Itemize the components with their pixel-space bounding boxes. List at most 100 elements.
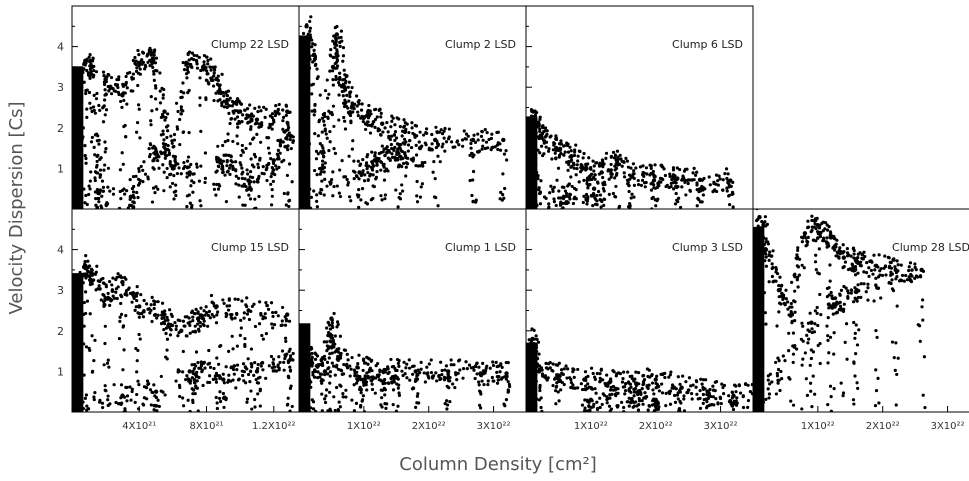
data-point	[247, 317, 252, 322]
data-points	[72, 254, 295, 412]
data-point	[551, 187, 555, 191]
data-point	[383, 377, 387, 382]
data-point	[327, 390, 332, 394]
data-point	[206, 62, 210, 66]
data-point	[482, 382, 486, 387]
data-point	[170, 314, 174, 318]
data-point	[419, 367, 423, 371]
data-point	[550, 368, 554, 372]
data-point	[640, 387, 644, 391]
data-point	[766, 378, 770, 382]
data-point	[391, 388, 396, 392]
data-point	[250, 365, 254, 369]
data-point	[184, 63, 188, 67]
data-point	[458, 368, 462, 372]
data-point	[477, 380, 481, 384]
data-point	[150, 200, 155, 204]
data-point	[134, 294, 139, 298]
data-point	[407, 130, 411, 135]
data-point	[288, 386, 293, 390]
data-point	[335, 43, 339, 47]
data-point	[690, 391, 694, 396]
data-point	[163, 118, 167, 122]
data-point	[85, 408, 89, 412]
data-point	[165, 315, 169, 320]
data-point	[826, 316, 830, 320]
data-point	[265, 303, 269, 308]
data-point	[646, 386, 650, 391]
data-point	[325, 78, 329, 82]
data-point	[505, 158, 509, 162]
data-point	[856, 386, 860, 390]
data-point	[310, 45, 314, 49]
data-point	[188, 201, 192, 205]
data-point	[464, 360, 468, 364]
data-point	[867, 274, 871, 278]
data-point	[312, 375, 317, 379]
data-point	[98, 168, 103, 172]
data-point	[362, 383, 366, 387]
data-point	[213, 68, 217, 72]
data-point	[260, 121, 264, 125]
data-point	[763, 248, 767, 252]
data-point	[280, 349, 285, 353]
data-point	[559, 196, 563, 200]
data-point	[800, 363, 804, 367]
data-point	[460, 138, 465, 142]
data-point	[383, 193, 387, 197]
data-point	[846, 291, 851, 295]
data-point	[143, 172, 148, 176]
data-point	[233, 297, 237, 301]
data-point	[276, 154, 280, 158]
data-point	[343, 175, 348, 179]
data-point	[615, 163, 620, 167]
data-point	[353, 374, 357, 378]
data-point	[806, 341, 810, 345]
data-point	[852, 402, 856, 406]
data-point	[169, 164, 173, 168]
data-point	[218, 375, 222, 380]
y-tick-label: 4	[57, 244, 64, 257]
data-point	[549, 184, 553, 188]
data-point	[198, 76, 202, 80]
x-tick-label: 3X10²²	[704, 421, 738, 432]
data-point	[128, 197, 132, 202]
data-point	[102, 104, 106, 108]
data-point	[253, 405, 257, 409]
data-point	[746, 383, 750, 387]
data-point	[902, 279, 906, 283]
data-point	[150, 319, 154, 324]
data-point	[775, 324, 779, 328]
data-point	[269, 182, 273, 186]
data-point	[565, 194, 569, 198]
data-point	[97, 103, 101, 108]
data-point	[146, 175, 150, 179]
data-point	[84, 393, 89, 397]
data-point	[289, 146, 293, 151]
data-point	[124, 74, 128, 79]
data-point	[817, 226, 822, 230]
data-point	[481, 372, 485, 376]
data-point	[552, 197, 556, 201]
data-point	[702, 386, 706, 391]
data-point	[184, 72, 189, 76]
data-point	[398, 154, 402, 158]
data-point	[379, 159, 383, 164]
data-point	[707, 393, 711, 397]
data-point	[701, 193, 705, 197]
data-point	[216, 78, 220, 83]
data-point	[390, 152, 394, 156]
data-point	[204, 65, 208, 70]
data-point	[546, 367, 550, 371]
data-point	[585, 202, 589, 206]
data-point	[731, 407, 736, 412]
data-point	[456, 371, 460, 375]
data-point	[357, 353, 361, 357]
data-point	[693, 173, 698, 177]
data-point	[734, 390, 738, 394]
data-point	[854, 352, 858, 356]
data-point	[131, 58, 135, 63]
data-point	[176, 334, 180, 338]
data-point	[370, 382, 374, 386]
